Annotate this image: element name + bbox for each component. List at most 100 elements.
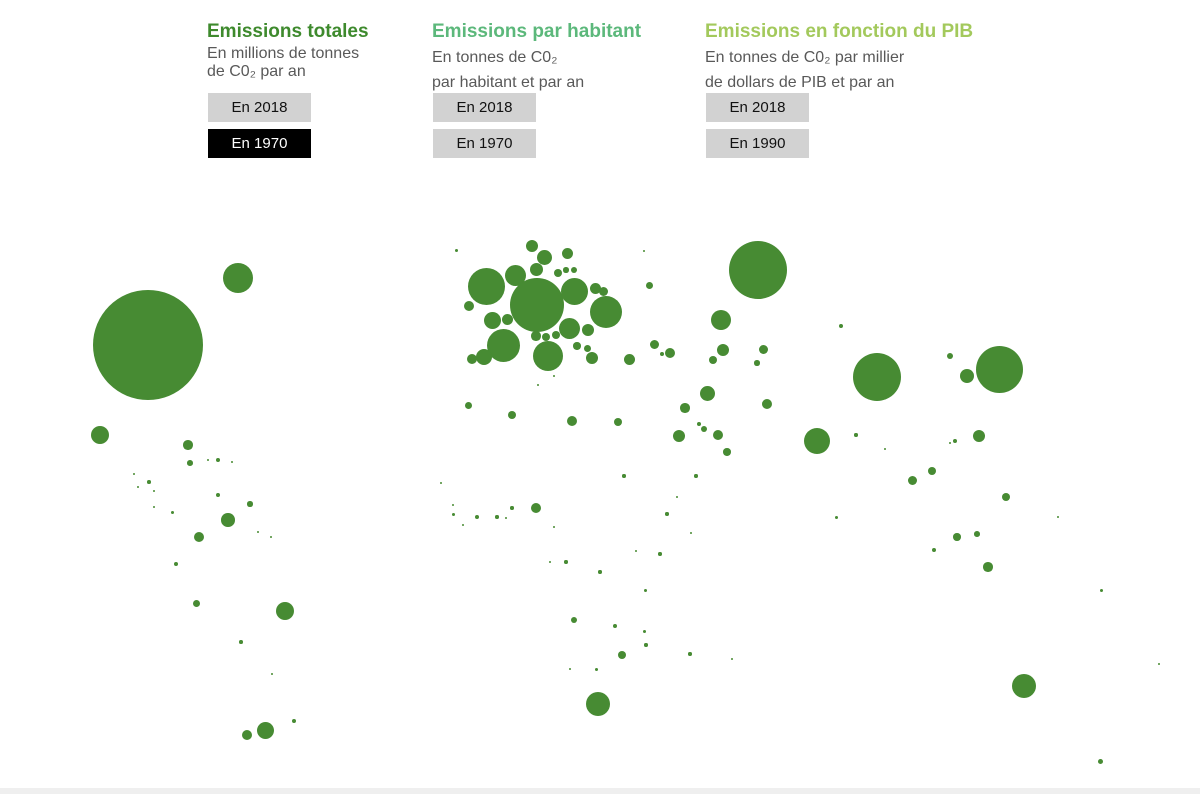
country-bubble[interactable] — [548, 560, 552, 564]
country-bubble[interactable] — [439, 481, 443, 485]
country-bubble[interactable] — [256, 530, 260, 534]
country-bubble[interactable] — [658, 552, 662, 556]
country-bubble[interactable] — [170, 510, 174, 514]
year-button-2018-totales[interactable]: En 2018 — [208, 93, 311, 122]
country-bubble[interactable] — [598, 570, 602, 574]
country-bubble[interactable] — [554, 269, 562, 277]
country-bubble[interactable] — [589, 282, 601, 294]
country-bubble[interactable] — [558, 317, 580, 339]
country-bubble[interactable] — [590, 296, 622, 328]
country-bubble[interactable] — [475, 515, 479, 519]
country-bubble[interactable] — [137, 486, 139, 488]
country-bubble[interactable] — [973, 430, 985, 442]
country-bubble[interactable] — [483, 311, 501, 329]
country-bubble[interactable] — [613, 624, 617, 628]
country-bubble[interactable] — [729, 241, 787, 299]
country-bubble[interactable] — [711, 310, 731, 330]
year-button-1970-habitant[interactable]: En 1970 — [433, 129, 536, 158]
country-bubble[interactable] — [883, 447, 887, 451]
country-bubble[interactable] — [642, 249, 646, 253]
country-bubble[interactable] — [571, 267, 577, 273]
country-bubble[interactable] — [689, 531, 693, 535]
country-bubble[interactable] — [275, 601, 295, 621]
country-bubble[interactable] — [269, 535, 273, 539]
country-bubble[interactable] — [147, 480, 151, 484]
country-bubble[interactable] — [665, 348, 675, 358]
country-bubble[interactable] — [271, 673, 273, 675]
country-bubble[interactable] — [567, 416, 577, 426]
country-bubble[interactable] — [508, 411, 516, 419]
country-bubble[interactable] — [542, 333, 550, 341]
country-bubble[interactable] — [570, 616, 578, 624]
country-bubble[interactable] — [192, 599, 200, 607]
country-bubble[interactable] — [680, 403, 690, 413]
country-bubble[interactable] — [688, 652, 692, 656]
country-bubble[interactable] — [561, 247, 573, 259]
country-bubble[interactable] — [665, 512, 669, 516]
country-bubble[interactable] — [467, 267, 505, 305]
country-bubble[interactable] — [1097, 758, 1103, 764]
country-bubble[interactable] — [183, 440, 193, 450]
country-bubble[interactable] — [594, 667, 598, 671]
country-bubble[interactable] — [696, 421, 702, 427]
country-bubble[interactable] — [247, 501, 253, 507]
country-bubble[interactable] — [699, 385, 715, 401]
country-bubble[interactable] — [586, 352, 598, 364]
country-bubble[interactable] — [510, 278, 564, 332]
country-bubble[interactable] — [649, 339, 659, 349]
country-bubble[interactable] — [907, 475, 917, 485]
country-bubble[interactable] — [586, 692, 610, 716]
country-bubble[interactable] — [613, 417, 623, 427]
country-bubble[interactable] — [754, 360, 760, 366]
country-bubble[interactable] — [536, 383, 540, 387]
year-button-1990-pib[interactable]: En 1990 — [706, 129, 809, 158]
country-bubble[interactable] — [713, 430, 723, 440]
country-bubble[interactable] — [723, 448, 731, 456]
country-bubble[interactable] — [454, 248, 458, 252]
country-bubble[interactable] — [560, 277, 588, 305]
country-bubble[interactable] — [216, 458, 220, 462]
country-bubble[interactable] — [623, 353, 635, 365]
country-bubble[interactable] — [221, 513, 235, 527]
country-bubble[interactable] — [854, 433, 858, 437]
country-bubble[interactable] — [504, 516, 508, 520]
country-bubble[interactable] — [762, 399, 772, 409]
country-bubble[interactable] — [215, 492, 221, 498]
country-bubble[interactable] — [731, 658, 733, 660]
country-bubble[interactable] — [239, 640, 243, 644]
year-button-2018-pib[interactable]: En 2018 — [706, 93, 809, 122]
country-bubble[interactable] — [564, 560, 568, 564]
country-bubble[interactable] — [531, 503, 541, 513]
country-bubble[interactable] — [461, 523, 465, 527]
country-bubble[interactable] — [573, 342, 581, 350]
country-bubble[interactable] — [291, 718, 297, 724]
country-bubble[interactable] — [952, 438, 958, 444]
country-bubble[interactable] — [531, 331, 541, 341]
country-bubble[interactable] — [91, 426, 109, 444]
year-button-1970-totales[interactable]: En 1970 — [208, 129, 311, 158]
country-bubble[interactable] — [1012, 674, 1036, 698]
country-bubble[interactable] — [928, 467, 936, 475]
country-bubble[interactable] — [242, 730, 252, 740]
country-bubble[interactable] — [193, 531, 205, 543]
country-bubble[interactable] — [1056, 515, 1060, 519]
country-bubble[interactable] — [464, 401, 472, 409]
country-bubble[interactable] — [552, 525, 556, 529]
country-bubble[interactable] — [153, 506, 155, 508]
country-bubble[interactable] — [644, 643, 648, 647]
country-bubble[interactable] — [634, 549, 638, 553]
country-bubble[interactable] — [476, 349, 492, 365]
country-bubble[interactable] — [132, 472, 136, 476]
country-bubble[interactable] — [959, 368, 975, 384]
country-bubble[interactable] — [451, 503, 455, 507]
country-bubble[interactable] — [536, 249, 552, 265]
country-bubble[interactable] — [568, 667, 572, 671]
country-bubble[interactable] — [529, 262, 543, 276]
country-bubble[interactable] — [709, 356, 717, 364]
country-bubble[interactable] — [839, 324, 843, 328]
country-bubble[interactable] — [93, 290, 203, 400]
country-bubble[interactable] — [1099, 588, 1103, 592]
country-bubble[interactable] — [467, 354, 477, 364]
country-bubble[interactable] — [451, 512, 455, 516]
country-bubble[interactable] — [187, 460, 193, 466]
